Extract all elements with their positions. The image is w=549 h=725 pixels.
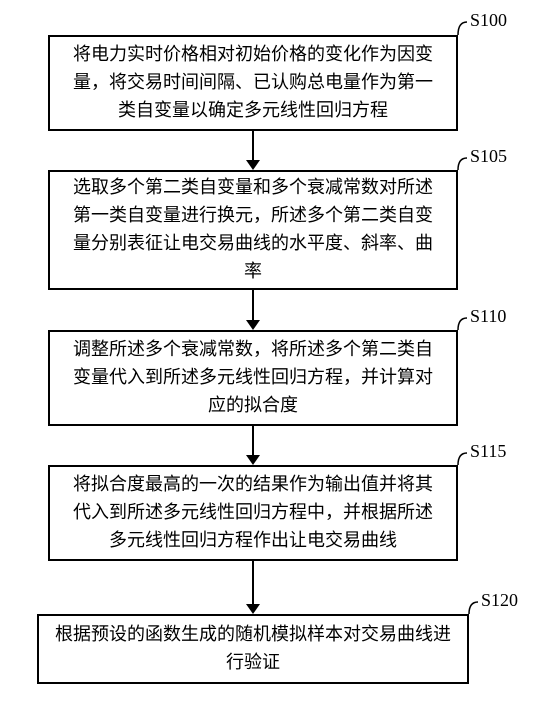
flow-step-S105: 选取多个第二类自变量和多个衰减常数对所述第一类自变量进行换元，所述多个第二类自变… (48, 170, 458, 290)
flow-step-text: 调整所述多个衰减常数，将所述多个第二类自变量代入到所述多元线性回归方程，并计算对… (66, 336, 440, 420)
flow-step-S110: 调整所述多个衰减常数，将所述多个第二类自变量代入到所述多元线性回归方程，并计算对… (48, 330, 458, 426)
flow-arrow-3 (243, 561, 263, 614)
flow-arrow-0 (243, 131, 263, 170)
flow-arrow-2 (243, 426, 263, 465)
flow-step-S100: 将电力实时价格相对初始价格的变化作为因变量，将交易时间间隔、已认购总电量作为第一… (48, 35, 458, 131)
flow-step-label-S100: S100 (470, 10, 507, 31)
flowchart-canvas: 将电力实时价格相对初始价格的变化作为因变量，将交易时间间隔、已认购总电量作为第一… (0, 0, 549, 725)
flow-step-text: 将拟合度最高的一次的结果作为输出值并将其代入到所述多元线性回归方程中，并根据所述… (66, 471, 440, 555)
flow-step-S115: 将拟合度最高的一次的结果作为输出值并将其代入到所述多元线性回归方程中，并根据所述… (48, 465, 458, 561)
flow-step-label-S105: S105 (470, 146, 507, 167)
flow-arrow-1 (243, 290, 263, 330)
flow-step-label-S120: S120 (481, 590, 518, 611)
flow-step-text: 选取多个第二类自变量和多个衰减常数对所述第一类自变量进行换元，所述多个第二类自变… (66, 174, 440, 286)
flow-step-label-S115: S115 (470, 441, 506, 462)
flow-step-text: 根据预设的函数生成的随机模拟样本对交易曲线进行验证 (55, 621, 451, 677)
flow-step-S120: 根据预设的函数生成的随机模拟样本对交易曲线进行验证 (37, 614, 469, 684)
flow-step-text: 将电力实时价格相对初始价格的变化作为因变量，将交易时间间隔、已认购总电量作为第一… (66, 41, 440, 125)
flow-step-label-S110: S110 (470, 306, 506, 327)
